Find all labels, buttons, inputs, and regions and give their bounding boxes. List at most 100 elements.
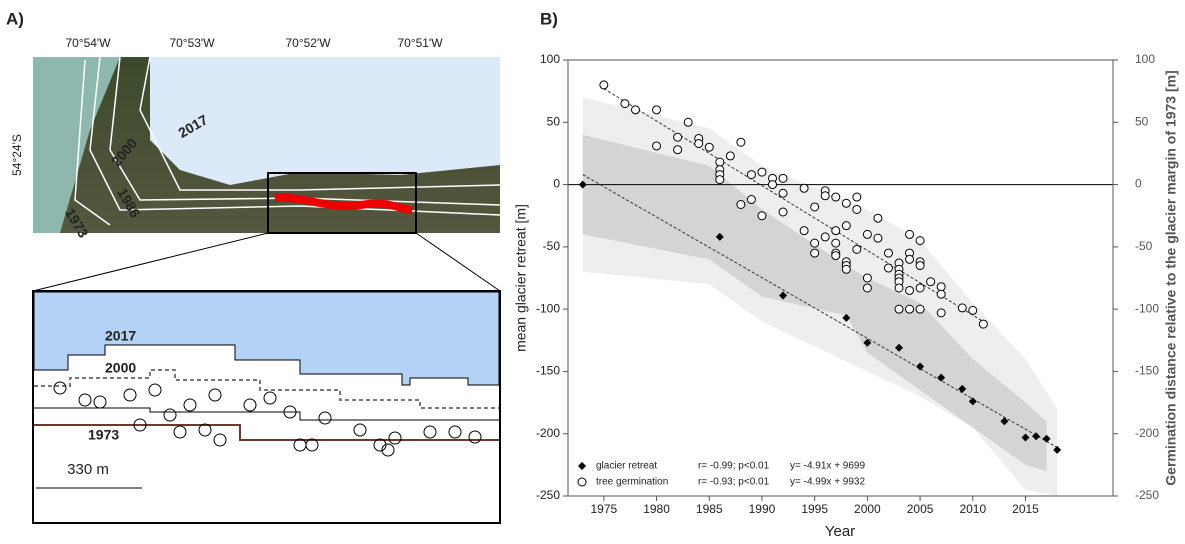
x-axis-label: Year xyxy=(825,523,855,539)
point xyxy=(652,141,662,151)
point xyxy=(916,362,925,371)
y-tick-label: 100 xyxy=(540,52,560,66)
point xyxy=(725,151,735,161)
point xyxy=(820,232,830,242)
point xyxy=(715,232,724,241)
point xyxy=(820,191,830,201)
point xyxy=(958,384,967,393)
panel-b: B) Year mean glacier retreat [m] Germina… xyxy=(513,9,1179,539)
panel-label: A) xyxy=(6,9,24,28)
point xyxy=(915,283,925,293)
point xyxy=(778,207,788,217)
legend-marker xyxy=(577,477,587,487)
point xyxy=(673,145,683,155)
point xyxy=(799,226,809,236)
point xyxy=(831,226,841,236)
point xyxy=(831,238,841,248)
point xyxy=(736,200,746,210)
point xyxy=(736,137,746,147)
point xyxy=(757,211,767,221)
legend-label: tree germination xyxy=(596,477,668,488)
tree-area xyxy=(274,193,413,214)
y2-tick-label: -250 xyxy=(1135,488,1159,502)
x-tick-label: 2000 xyxy=(854,502,881,516)
point xyxy=(873,213,883,223)
point xyxy=(599,80,609,90)
y2-tick-label: 50 xyxy=(1135,114,1149,128)
zoom-line xyxy=(32,232,269,292)
y-tick-label: -200 xyxy=(536,426,560,440)
point xyxy=(905,229,915,239)
legend-marker xyxy=(578,462,586,470)
fit-equation: y= -4.99x + 9932 xyxy=(790,477,865,488)
trend-line xyxy=(582,174,1058,448)
point xyxy=(936,289,946,299)
point xyxy=(905,254,915,264)
point xyxy=(757,167,767,177)
point xyxy=(905,304,915,314)
lon-label: 70°53'W xyxy=(169,36,215,50)
point xyxy=(978,319,988,329)
trend-line xyxy=(603,88,984,323)
point xyxy=(883,263,893,273)
point xyxy=(841,198,851,208)
point xyxy=(894,304,904,314)
point xyxy=(852,192,862,202)
y2-tick-label: -150 xyxy=(1135,364,1159,378)
point xyxy=(831,192,841,202)
point xyxy=(863,338,872,347)
point xyxy=(694,138,704,148)
scale-label: 1 km xyxy=(75,250,101,264)
point xyxy=(926,277,936,287)
fit-stat: r= -0.93; p<0.01 xyxy=(698,477,770,488)
point xyxy=(1032,432,1041,441)
lon-label: 70°54'W xyxy=(65,36,111,50)
y-tick-label: -250 xyxy=(536,488,560,502)
point xyxy=(810,238,820,248)
fit-equation: y= -4.91x + 9699 xyxy=(790,461,865,472)
y2-tick-label: -50 xyxy=(1135,239,1153,253)
legend-label: glacier retreat xyxy=(596,461,657,472)
x-tick-label: 2015 xyxy=(1012,502,1039,516)
outline xyxy=(74,59,111,226)
point xyxy=(841,221,851,231)
point xyxy=(968,397,977,406)
point xyxy=(779,291,788,300)
lake xyxy=(33,57,120,233)
panel-label: B) xyxy=(540,9,558,28)
outline-1973 xyxy=(34,424,499,441)
plot-frame xyxy=(567,59,1114,497)
point xyxy=(841,264,851,274)
point xyxy=(683,117,693,127)
glacier xyxy=(150,57,500,185)
outline-2000 xyxy=(34,369,499,409)
point xyxy=(852,204,862,214)
glacier-2017 xyxy=(33,291,500,386)
point xyxy=(968,305,978,315)
point xyxy=(746,170,756,180)
zoom-line xyxy=(415,232,501,292)
point xyxy=(1000,417,1009,426)
point xyxy=(715,157,725,167)
x-tick-label: 2005 xyxy=(907,502,934,516)
y-axis-label: mean glacier retreat [m] xyxy=(513,204,529,352)
point xyxy=(768,180,778,190)
x-tick-label: 1990 xyxy=(749,502,776,516)
zoom-box xyxy=(267,172,417,234)
point xyxy=(1053,445,1062,454)
point xyxy=(894,283,904,293)
point xyxy=(673,132,683,142)
point xyxy=(1021,433,1030,442)
y-tick-label: 0 xyxy=(553,177,560,191)
y2-tick-label: -200 xyxy=(1135,426,1159,440)
point xyxy=(746,195,756,205)
outline-1986 xyxy=(34,407,499,421)
point xyxy=(810,248,820,258)
point xyxy=(704,142,714,152)
y2-axis-label: Germination distance relative to the gla… xyxy=(1163,70,1179,485)
y-tick-label: -150 xyxy=(536,364,560,378)
point xyxy=(862,283,872,293)
outline-label: 2000 xyxy=(105,360,136,376)
point xyxy=(620,99,630,109)
